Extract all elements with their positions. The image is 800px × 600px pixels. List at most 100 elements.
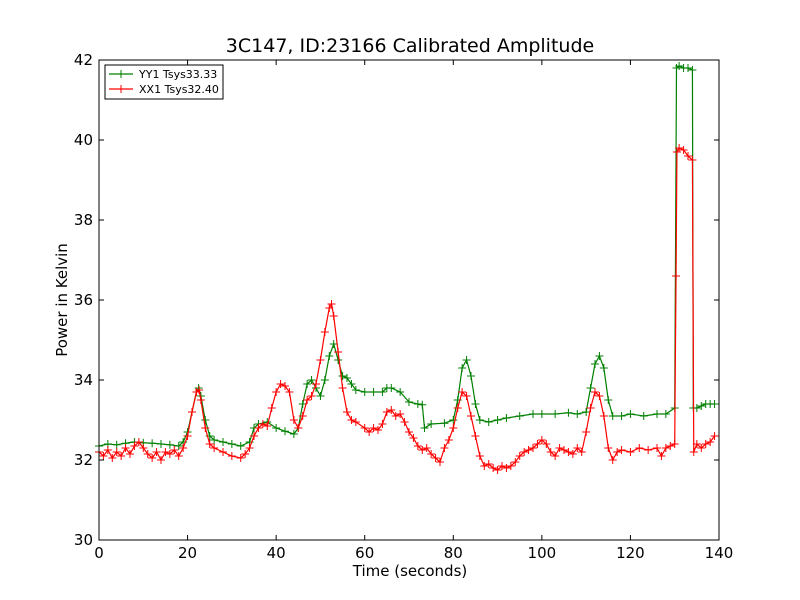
data-point — [289, 430, 298, 438]
data-point — [267, 404, 276, 412]
data-point — [272, 388, 281, 396]
data-point — [236, 454, 245, 462]
data-point — [307, 392, 316, 400]
data-point — [378, 388, 387, 396]
data-point — [506, 462, 515, 470]
data-point — [684, 64, 692, 72]
data-point — [143, 450, 152, 458]
data-point — [201, 424, 210, 432]
data-point — [484, 460, 493, 468]
data-point — [365, 428, 374, 436]
data-point — [347, 416, 356, 424]
data-point — [312, 380, 320, 388]
data-point — [591, 360, 599, 368]
y-tick-label: 30 — [74, 531, 93, 549]
data-point — [298, 412, 307, 420]
data-point — [444, 436, 453, 444]
legend-label: XX1 Tsys32.40 — [139, 83, 219, 96]
data-point — [418, 446, 427, 454]
data-point — [374, 426, 382, 434]
x-tick-label: 140 — [705, 544, 734, 562]
data-point — [489, 464, 498, 472]
data-point — [130, 442, 139, 450]
data-point — [502, 414, 511, 422]
data-point — [413, 400, 422, 408]
data-point — [201, 416, 210, 424]
data-point — [148, 439, 157, 448]
data-point — [112, 448, 121, 456]
data-point — [471, 432, 480, 440]
data-point — [639, 412, 648, 420]
data-point — [196, 396, 205, 404]
data-point — [604, 396, 613, 404]
data-point — [329, 312, 338, 320]
data-point — [546, 448, 555, 456]
data-point — [276, 380, 285, 388]
data-point — [219, 448, 227, 456]
data-point — [653, 410, 661, 418]
data-point — [409, 434, 418, 442]
data-point — [236, 442, 245, 450]
data-point — [245, 444, 254, 452]
data-point — [635, 444, 644, 452]
data-point — [582, 408, 591, 416]
data-point — [343, 374, 351, 382]
data-point — [586, 404, 595, 412]
data-point — [467, 412, 475, 420]
data-point — [205, 440, 214, 448]
data-point — [710, 432, 719, 440]
data-point — [413, 442, 422, 450]
data-point — [688, 66, 697, 74]
data-point — [529, 410, 537, 418]
data-point — [453, 404, 462, 412]
data-point — [599, 364, 608, 372]
data-point — [688, 156, 697, 164]
data-point — [689, 448, 698, 456]
data-point — [303, 396, 312, 404]
data-point — [582, 428, 591, 436]
data-point — [427, 450, 436, 458]
data-point — [338, 384, 347, 392]
data-point — [391, 412, 400, 420]
data-point — [440, 444, 449, 452]
legend-box — [104, 64, 224, 100]
y-axis-label: Power in Kelvin — [53, 243, 71, 357]
data-point — [617, 412, 626, 420]
data-point — [533, 440, 542, 448]
data-point — [422, 444, 431, 452]
data-point — [170, 446, 179, 454]
data-point — [338, 372, 347, 380]
data-point — [475, 452, 484, 460]
data-point — [285, 388, 294, 396]
data-point — [396, 388, 405, 396]
data-point — [250, 432, 258, 440]
data-point — [608, 412, 617, 420]
data-point — [661, 444, 670, 452]
data-point — [103, 446, 112, 454]
data-point — [126, 450, 134, 458]
data-point — [608, 456, 617, 464]
data-point — [617, 446, 626, 454]
data-point — [480, 462, 489, 470]
data-point — [157, 456, 165, 464]
data-point — [378, 420, 387, 428]
data-point — [697, 444, 706, 452]
data-point — [387, 406, 396, 414]
data-point — [542, 440, 551, 448]
data-point — [626, 410, 635, 418]
x-tick-label: 0 — [94, 544, 104, 562]
chart-title: 3C147, ID:23166 Calibrated Amplitude — [226, 35, 594, 57]
y-tick-label: 40 — [74, 131, 93, 149]
data-point — [329, 340, 338, 348]
data-point — [449, 416, 458, 424]
data-point — [210, 444, 219, 452]
data-point — [573, 444, 582, 452]
y-tick-label: 42 — [74, 51, 93, 69]
data-point — [382, 408, 391, 416]
data-point — [458, 364, 467, 372]
data-point — [515, 452, 524, 460]
data-point — [327, 300, 336, 308]
legend-marker — [117, 70, 125, 78]
data-point — [568, 450, 577, 458]
data-point — [161, 448, 170, 456]
